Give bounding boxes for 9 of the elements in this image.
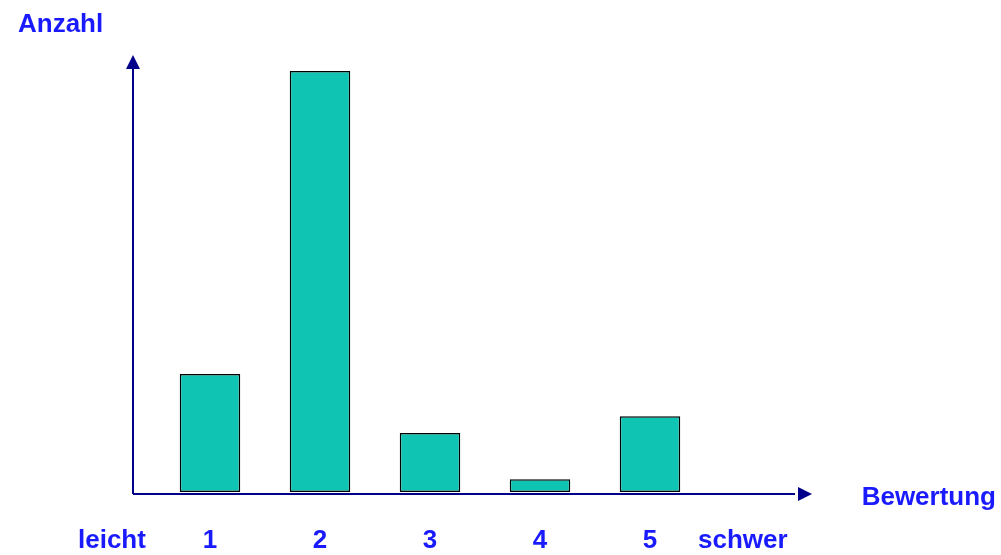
x-axis-title: Bewertung [861,481,996,512]
x-tick-label: 4 [532,523,548,554]
text: schwer [698,524,788,555]
x-tick-label: 3 [422,523,438,554]
text: leicht [78,524,147,555]
x-tick-label: 2 [312,523,328,554]
x-tick-label: 1 [202,523,218,554]
y-axis-title: Anzahl [18,8,104,39]
x-tick-label: 5 [642,523,658,554]
